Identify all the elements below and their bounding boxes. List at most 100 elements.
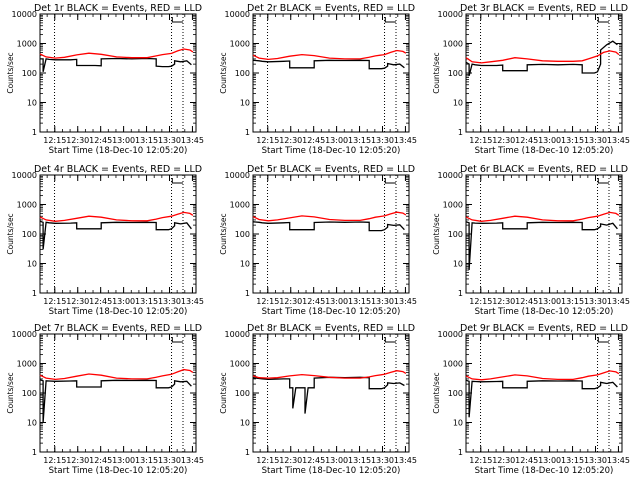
interval-bracket — [597, 337, 609, 343]
x-tick-label: 13:15 — [348, 456, 371, 465]
panel-title: Det 7r BLACK = Events, RED = LLD — [34, 323, 202, 334]
y-tick-label: 10 — [453, 260, 463, 269]
interval-bracket — [171, 178, 183, 184]
x-tick-label: 12:30 — [492, 297, 515, 306]
panel-title: Det 5r BLACK = Events, RED = LLD — [247, 164, 415, 175]
y-tick-label: 100 — [448, 389, 463, 398]
x-tick-label: 12:15 — [256, 297, 279, 306]
x-tick-label: 13:15 — [348, 136, 371, 145]
series-line-events — [39, 379, 192, 423]
y-tick-label: 1 — [458, 289, 463, 298]
x-tick-label: 13:30 — [371, 456, 394, 465]
y-tick-label: 1000 — [17, 201, 37, 210]
panel-title: Det 3r BLACK = Events, RED = LLD — [460, 3, 628, 14]
x-tick-label: 13:45 — [181, 136, 204, 145]
x-tick-label: 13:00 — [112, 136, 135, 145]
y-tick-label: 1 — [32, 289, 37, 298]
x-tick-label: 12:15 — [43, 136, 66, 145]
x-tick-label: 13:30 — [584, 136, 607, 145]
x-tick-label: 12:15 — [256, 456, 279, 465]
y-axis-label: Counts/sec — [219, 52, 228, 93]
series-line-lld — [252, 49, 407, 61]
y-tick-label: 100 — [235, 230, 250, 239]
x-tick-label: 12:45 — [515, 136, 538, 145]
x-axis-label: Start Time (18-Dec-10 12:05:20) — [475, 307, 614, 317]
x-tick-label: 12:15 — [469, 297, 492, 306]
x-tick-label: 13:00 — [538, 297, 561, 306]
detector-panel-7: Det 7r BLACK = Events, RED = LLD 1 10 100 10… — [6, 323, 204, 476]
y-tick-label: 100 — [22, 389, 37, 398]
series-line-events — [465, 40, 618, 77]
x-tick-label: 13:30 — [371, 136, 394, 145]
detector-panel-3: Det 3r BLACK = Events, RED = LLD 1 10 100 10… — [432, 3, 630, 156]
x-axis-label: Start Time (18-Dec-10 12:05:20) — [262, 466, 401, 476]
x-tick-label: 12:30 — [492, 136, 515, 145]
panel-title: Det 4r BLACK = Events, RED = LLD — [34, 164, 202, 175]
x-tick-label: 13:45 — [607, 456, 630, 465]
series-line-lld — [252, 370, 407, 379]
x-axis-label: Start Time (18-Dec-10 12:05:20) — [475, 146, 614, 156]
x-tick-label: 13:00 — [325, 136, 348, 145]
interval-bracket — [384, 337, 396, 343]
y-tick-label: 1 — [458, 448, 463, 457]
y-tick-label: 10000 — [438, 330, 463, 339]
panel-title: Det 2r BLACK = Events, RED = LLD — [247, 3, 415, 14]
y-tick-label: 10 — [27, 260, 37, 269]
x-axis-label: Start Time (18-Dec-10 12:05:20) — [49, 466, 188, 476]
x-tick-label: 12:30 — [492, 456, 515, 465]
x-tick-label: 12:45 — [89, 456, 112, 465]
series-line-lld — [465, 370, 620, 381]
panel-title: Det 1r BLACK = Events, RED = LLD — [34, 3, 202, 14]
y-tick-label: 1000 — [230, 201, 250, 210]
x-tick-label: 12:30 — [279, 297, 302, 306]
x-tick-label: 12:45 — [302, 297, 325, 306]
x-axis-label: Start Time (18-Dec-10 12:05:20) — [475, 466, 614, 476]
x-tick-label: 13:30 — [158, 456, 181, 465]
y-tick-label: 100 — [22, 69, 37, 78]
series-line-lld — [39, 211, 194, 222]
x-tick-label: 12:30 — [279, 456, 302, 465]
y-tick-label: 1 — [245, 289, 250, 298]
series-line-events — [252, 376, 405, 414]
y-tick-label: 1000 — [17, 40, 37, 49]
y-axis-label: Counts/sec — [432, 372, 441, 413]
y-tick-label: 1000 — [230, 360, 250, 369]
y-tick-label: 10000 — [225, 10, 250, 19]
x-tick-label: 13:30 — [584, 297, 607, 306]
y-tick-label: 100 — [235, 69, 250, 78]
x-tick-label: 12:45 — [89, 136, 112, 145]
x-tick-label: 13:45 — [394, 136, 417, 145]
x-tick-label: 12:45 — [302, 136, 325, 145]
series-line-events — [465, 379, 618, 418]
interval-bracket — [171, 337, 183, 343]
y-tick-label: 10 — [453, 99, 463, 108]
x-tick-label: 13:45 — [607, 297, 630, 306]
y-tick-label: 1000 — [230, 40, 250, 49]
y-tick-label: 10000 — [12, 10, 37, 19]
detector-panel-9: Det 9r BLACK = Events, RED = LLD 1 10 100 10… — [432, 323, 630, 476]
interval-bracket — [384, 17, 396, 23]
y-tick-label: 1000 — [443, 201, 463, 210]
series-line-events — [252, 59, 405, 70]
detector-panel-6: Det 6r BLACK = Events, RED = LLD 1 10 100 10… — [432, 164, 630, 317]
y-tick-label: 100 — [448, 230, 463, 239]
y-axis-label: Counts/sec — [6, 213, 15, 254]
y-axis-label: Counts/sec — [432, 213, 441, 254]
x-tick-label: 13:00 — [112, 456, 135, 465]
y-tick-label: 1000 — [443, 360, 463, 369]
series-line-lld — [465, 211, 620, 222]
x-tick-label: 13:15 — [561, 297, 584, 306]
y-tick-label: 1 — [245, 448, 250, 457]
y-tick-label: 1 — [32, 128, 37, 137]
y-tick-label: 10000 — [438, 171, 463, 180]
y-tick-label: 100 — [235, 389, 250, 398]
x-tick-label: 12:30 — [66, 456, 89, 465]
interval-bracket — [597, 17, 609, 23]
y-axis-label: Counts/sec — [432, 52, 441, 93]
panel-title: Det 8r BLACK = Events, RED = LLD — [247, 323, 415, 334]
y-tick-label: 1000 — [443, 40, 463, 49]
x-tick-label: 13:15 — [561, 136, 584, 145]
